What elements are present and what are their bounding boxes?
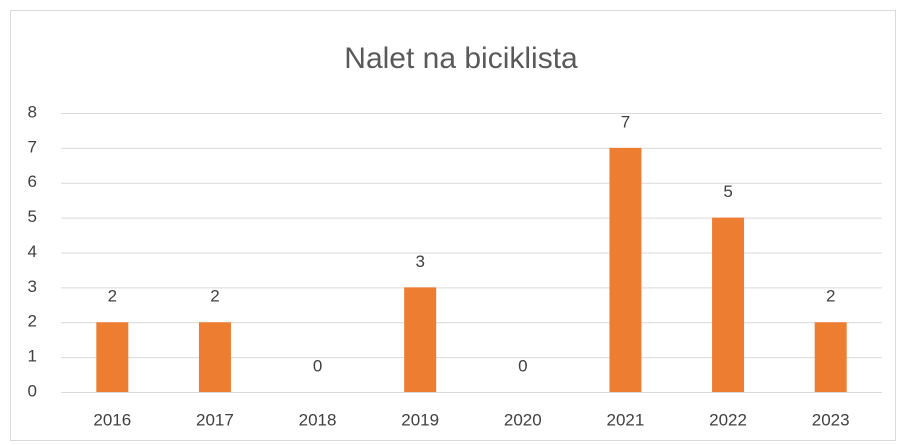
y-tick-label: 3 — [28, 277, 37, 296]
data-label: 0 — [313, 356, 322, 375]
bar — [814, 322, 847, 392]
data-label: 2 — [826, 287, 835, 306]
bar — [96, 322, 129, 392]
bar — [404, 287, 437, 392]
y-tick-label: 5 — [28, 207, 37, 226]
y-tick-label: 6 — [28, 172, 37, 191]
data-label: 5 — [723, 182, 732, 201]
x-tick-label: 2023 — [812, 410, 850, 429]
y-tick-label: 7 — [28, 137, 37, 156]
data-label: 2 — [108, 287, 117, 306]
chart-title: Nalet na biciklista — [344, 42, 578, 75]
x-tick-label: 2017 — [196, 410, 234, 429]
y-tick-label: 4 — [28, 242, 37, 261]
data-label: 2 — [210, 287, 219, 306]
bar — [609, 147, 642, 392]
y-tick-label: 2 — [28, 312, 37, 331]
y-tick-label: 8 — [28, 102, 37, 121]
x-tick-label: 2022 — [709, 410, 747, 429]
x-tick-label: 2019 — [401, 410, 439, 429]
y-tick-label: 1 — [28, 347, 37, 366]
x-tick-label: 2021 — [607, 410, 645, 429]
y-tick-label: 0 — [28, 381, 37, 400]
bar — [198, 322, 231, 392]
data-label: 3 — [415, 252, 424, 271]
bar — [712, 217, 745, 392]
x-tick-label: 2020 — [504, 410, 542, 429]
data-label: 0 — [518, 356, 527, 375]
chart-border — [10, 10, 896, 441]
data-label: 7 — [621, 112, 630, 131]
x-tick-label: 2016 — [93, 410, 131, 429]
x-tick-label: 2018 — [299, 410, 337, 429]
